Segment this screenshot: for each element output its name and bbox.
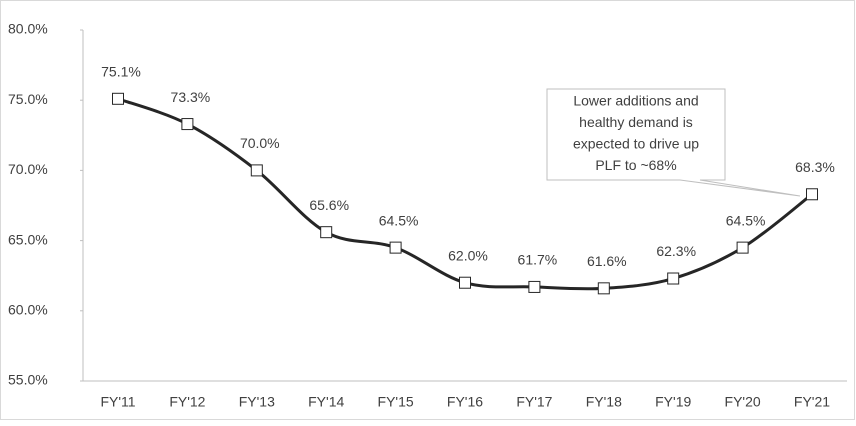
- data-label: 64.5%: [726, 212, 766, 228]
- y-tick-label: 75.0%: [8, 91, 48, 107]
- marker: [112, 92, 124, 105]
- annotation-text: healthy demand is: [579, 114, 693, 130]
- marker: [320, 226, 333, 239]
- marker: [459, 276, 471, 289]
- x-tick-label: FY'11: [100, 394, 135, 410]
- marker: [250, 164, 263, 177]
- marker: [389, 241, 402, 254]
- x-tick-label: FY'20: [725, 394, 761, 410]
- data-label: 65.6%: [309, 197, 349, 213]
- y-tick-label: 65.0%: [8, 231, 48, 247]
- data-label: 62.0%: [448, 247, 488, 263]
- data-label: 70.0%: [240, 135, 280, 151]
- marker: [597, 282, 610, 295]
- x-tick-label: FY'13: [239, 394, 275, 410]
- marker: [806, 188, 818, 201]
- marker: [528, 280, 541, 293]
- y-tick-label: 80.0%: [8, 21, 48, 37]
- marker: [667, 272, 680, 285]
- y-tick-label: 55.0%: [8, 372, 48, 388]
- x-tick-label: FY'16: [447, 394, 483, 410]
- data-label: 64.5%: [379, 212, 419, 228]
- callout: [546, 88, 801, 197]
- data-label: 68.3%: [795, 159, 835, 175]
- annotation-text: expected to drive up: [573, 136, 699, 152]
- x-tick-label: FY'21: [794, 394, 830, 410]
- x-tick-label: FY'12: [169, 394, 205, 410]
- marker: [736, 241, 749, 254]
- y-tick-label: 60.0%: [8, 302, 48, 318]
- callout-box: [546, 88, 801, 197]
- data-label: 73.3%: [171, 89, 211, 105]
- y-tick-label: 70.0%: [8, 161, 48, 177]
- data-label: 61.7%: [518, 252, 558, 268]
- data-label: 61.6%: [587, 253, 627, 269]
- annotation-text: PLF to ~68%: [595, 157, 676, 173]
- x-tick-label: FY'15: [378, 394, 414, 410]
- data-label: 62.3%: [656, 243, 696, 259]
- x-tick-label: FY'17: [516, 394, 552, 410]
- data-label: 75.1%: [101, 63, 141, 79]
- x-tick-label: FY'18: [586, 394, 622, 410]
- annotation-text: Lower additions and: [573, 93, 698, 109]
- x-tick-label: FY'14: [308, 394, 344, 410]
- x-tick-label: FY'19: [655, 394, 691, 410]
- marker: [181, 118, 194, 131]
